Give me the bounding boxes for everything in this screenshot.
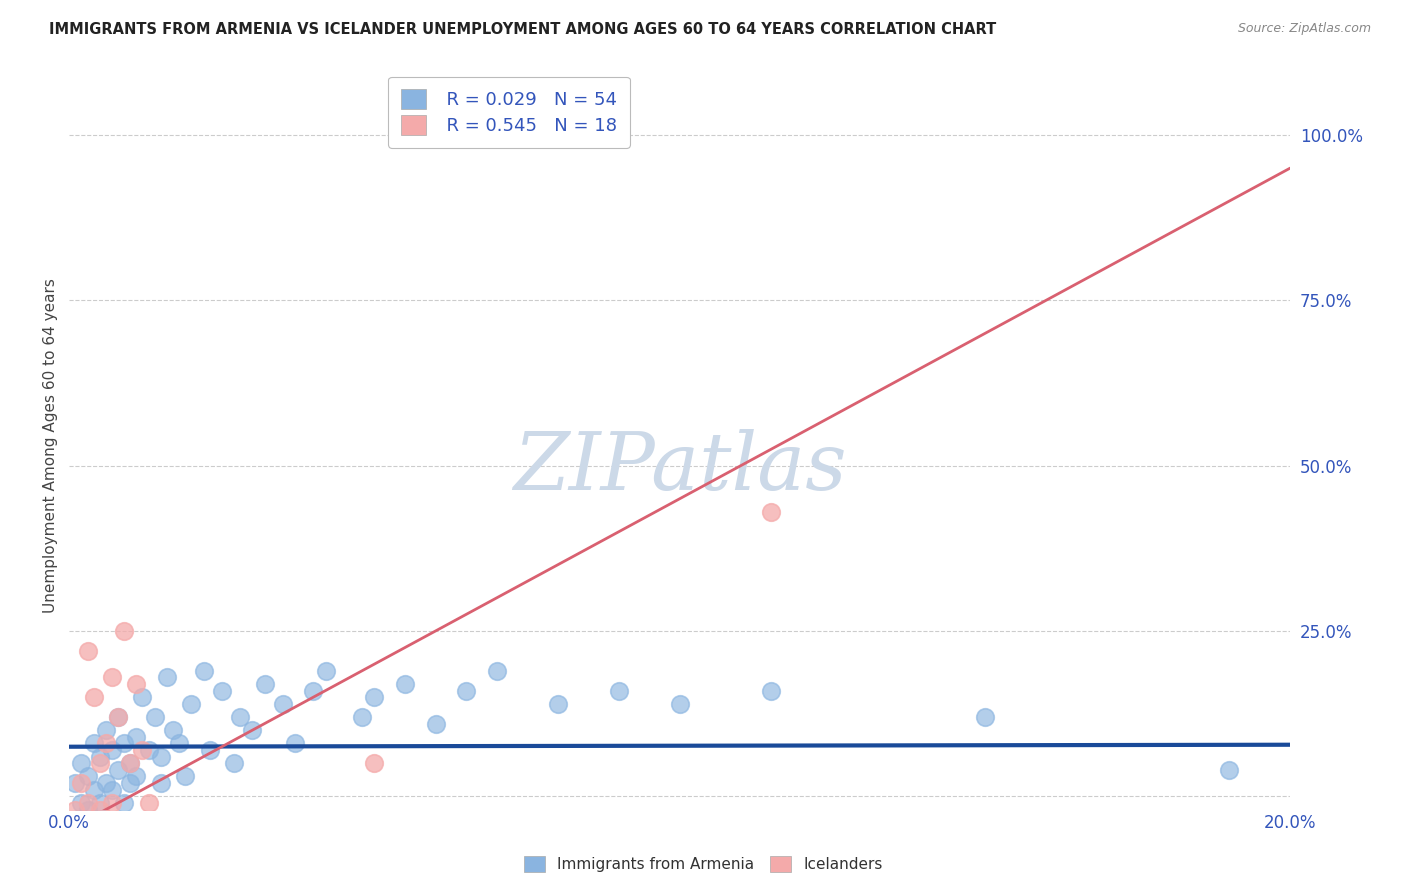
Point bbox=[143, 710, 166, 724]
Point bbox=[131, 743, 153, 757]
Point bbox=[83, 736, 105, 750]
Point bbox=[547, 697, 569, 711]
Text: ZIPatlas: ZIPatlas bbox=[513, 429, 846, 507]
Point bbox=[1218, 763, 1240, 777]
Text: Source: ZipAtlas.com: Source: ZipAtlas.com bbox=[1237, 22, 1371, 36]
Point bbox=[131, 690, 153, 705]
Point bbox=[94, 723, 117, 738]
Point bbox=[125, 677, 148, 691]
Point bbox=[167, 736, 190, 750]
Point bbox=[112, 624, 135, 638]
Point bbox=[302, 683, 325, 698]
Point bbox=[107, 710, 129, 724]
Point bbox=[156, 670, 179, 684]
Point bbox=[65, 803, 87, 817]
Point bbox=[271, 697, 294, 711]
Point bbox=[162, 723, 184, 738]
Point bbox=[284, 736, 307, 750]
Point bbox=[107, 710, 129, 724]
Legend:   R = 0.029   N = 54,   R = 0.545   N = 18: R = 0.029 N = 54, R = 0.545 N = 18 bbox=[388, 77, 630, 148]
Point bbox=[101, 670, 124, 684]
Point bbox=[94, 776, 117, 790]
Point bbox=[125, 769, 148, 783]
Point bbox=[668, 697, 690, 711]
Point bbox=[425, 716, 447, 731]
Point bbox=[222, 756, 245, 771]
Point bbox=[229, 710, 252, 724]
Point bbox=[485, 664, 508, 678]
Point bbox=[76, 769, 98, 783]
Point bbox=[76, 803, 98, 817]
Point bbox=[83, 690, 105, 705]
Point bbox=[120, 776, 142, 790]
Point bbox=[83, 782, 105, 797]
Point bbox=[253, 677, 276, 691]
Legend: Immigrants from Armenia, Icelanders: Immigrants from Armenia, Icelanders bbox=[516, 848, 890, 880]
Point bbox=[174, 769, 197, 783]
Point bbox=[89, 796, 111, 810]
Point bbox=[65, 776, 87, 790]
Point bbox=[89, 756, 111, 771]
Point bbox=[120, 756, 142, 771]
Point bbox=[607, 683, 630, 698]
Point bbox=[761, 683, 783, 698]
Point bbox=[363, 690, 385, 705]
Point bbox=[112, 736, 135, 750]
Text: IMMIGRANTS FROM ARMENIA VS ICELANDER UNEMPLOYMENT AMONG AGES 60 TO 64 YEARS CORR: IMMIGRANTS FROM ARMENIA VS ICELANDER UNE… bbox=[49, 22, 997, 37]
Point bbox=[101, 743, 124, 757]
Point bbox=[198, 743, 221, 757]
Point bbox=[125, 730, 148, 744]
Point bbox=[76, 796, 98, 810]
Point bbox=[70, 756, 93, 771]
Point bbox=[89, 803, 111, 817]
Point bbox=[211, 683, 233, 698]
Point bbox=[70, 776, 93, 790]
Point bbox=[138, 743, 160, 757]
Point bbox=[149, 776, 172, 790]
Y-axis label: Unemployment Among Ages 60 to 64 years: Unemployment Among Ages 60 to 64 years bbox=[44, 278, 58, 614]
Point bbox=[138, 796, 160, 810]
Point bbox=[107, 763, 129, 777]
Point bbox=[454, 683, 477, 698]
Point bbox=[101, 782, 124, 797]
Point bbox=[76, 644, 98, 658]
Point bbox=[193, 664, 215, 678]
Point bbox=[363, 756, 385, 771]
Point bbox=[70, 796, 93, 810]
Point bbox=[149, 749, 172, 764]
Point bbox=[112, 796, 135, 810]
Point bbox=[240, 723, 263, 738]
Point bbox=[315, 664, 337, 678]
Point bbox=[89, 749, 111, 764]
Point bbox=[974, 710, 997, 724]
Point bbox=[94, 736, 117, 750]
Point bbox=[394, 677, 416, 691]
Point bbox=[352, 710, 374, 724]
Point bbox=[101, 796, 124, 810]
Point bbox=[180, 697, 202, 711]
Point bbox=[761, 505, 783, 519]
Point bbox=[120, 756, 142, 771]
